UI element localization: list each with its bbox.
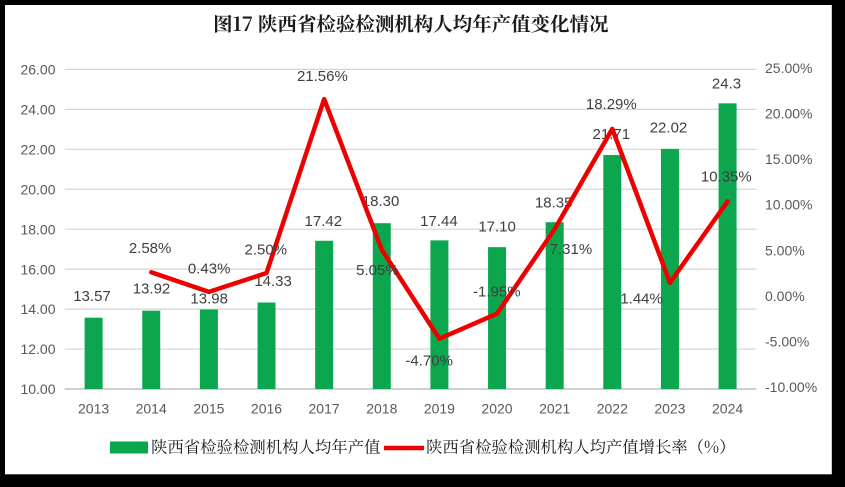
svg-text:20.00%: 20.00% bbox=[765, 105, 812, 121]
svg-text:2015: 2015 bbox=[193, 400, 224, 416]
svg-text:7.31%: 7.31% bbox=[550, 241, 593, 258]
svg-text:18.29%: 18.29% bbox=[586, 96, 637, 113]
svg-text:13.98: 13.98 bbox=[190, 291, 228, 308]
svg-text:-5.00%: -5.00% bbox=[765, 334, 809, 350]
svg-text:2017: 2017 bbox=[309, 400, 340, 416]
svg-text:5.00%: 5.00% bbox=[765, 242, 805, 258]
svg-text:10.35%: 10.35% bbox=[701, 169, 752, 186]
svg-text:22.00: 22.00 bbox=[20, 141, 55, 157]
svg-text:24.00: 24.00 bbox=[20, 101, 55, 117]
svg-text:22.02: 22.02 bbox=[650, 120, 688, 137]
svg-text:2021: 2021 bbox=[539, 400, 570, 416]
svg-text:2016: 2016 bbox=[251, 400, 282, 416]
svg-text:25.00%: 25.00% bbox=[765, 60, 812, 76]
svg-text:21.56%: 21.56% bbox=[297, 68, 348, 85]
svg-text:2018: 2018 bbox=[366, 400, 397, 416]
svg-text:0.43%: 0.43% bbox=[188, 260, 231, 277]
svg-text:18.35: 18.35 bbox=[535, 194, 573, 211]
svg-text:10.00%: 10.00% bbox=[765, 197, 812, 213]
svg-text:5.05%: 5.05% bbox=[356, 262, 399, 279]
svg-text:15.00%: 15.00% bbox=[765, 151, 812, 167]
svg-text:1.44%: 1.44% bbox=[620, 290, 663, 307]
svg-text:18.30: 18.30 bbox=[362, 193, 400, 210]
svg-text:-4.70%: -4.70% bbox=[405, 352, 453, 369]
svg-text:10.00: 10.00 bbox=[20, 381, 55, 397]
svg-text:2023: 2023 bbox=[654, 400, 685, 416]
svg-text:17.10: 17.10 bbox=[478, 219, 516, 236]
svg-text:0.00%: 0.00% bbox=[765, 288, 805, 304]
svg-text:12.00: 12.00 bbox=[20, 341, 55, 357]
svg-text:17.44: 17.44 bbox=[420, 213, 458, 230]
svg-text:2.50%: 2.50% bbox=[245, 242, 288, 259]
svg-text:14.33: 14.33 bbox=[254, 273, 292, 290]
svg-text:17.42: 17.42 bbox=[305, 213, 343, 230]
svg-text:2019: 2019 bbox=[424, 400, 455, 416]
svg-text:24.3: 24.3 bbox=[712, 75, 741, 92]
svg-text:-10.00%: -10.00% bbox=[765, 379, 817, 395]
svg-text:2.58%: 2.58% bbox=[129, 240, 172, 257]
svg-text:2014: 2014 bbox=[136, 400, 167, 416]
svg-text:18.00: 18.00 bbox=[20, 221, 55, 237]
svg-text:20.00: 20.00 bbox=[20, 181, 55, 197]
svg-text:-1.95%: -1.95% bbox=[473, 283, 521, 300]
svg-text:16.00: 16.00 bbox=[20, 261, 55, 277]
svg-text:2022: 2022 bbox=[597, 400, 628, 416]
svg-text:14.00: 14.00 bbox=[20, 301, 55, 317]
svg-text:2013: 2013 bbox=[78, 400, 109, 416]
svg-text:2024: 2024 bbox=[712, 400, 743, 416]
svg-text:26.00: 26.00 bbox=[20, 62, 55, 78]
svg-text:13.57: 13.57 bbox=[73, 288, 111, 305]
svg-text:13.92: 13.92 bbox=[133, 280, 171, 297]
svg-text:2020: 2020 bbox=[481, 400, 512, 416]
